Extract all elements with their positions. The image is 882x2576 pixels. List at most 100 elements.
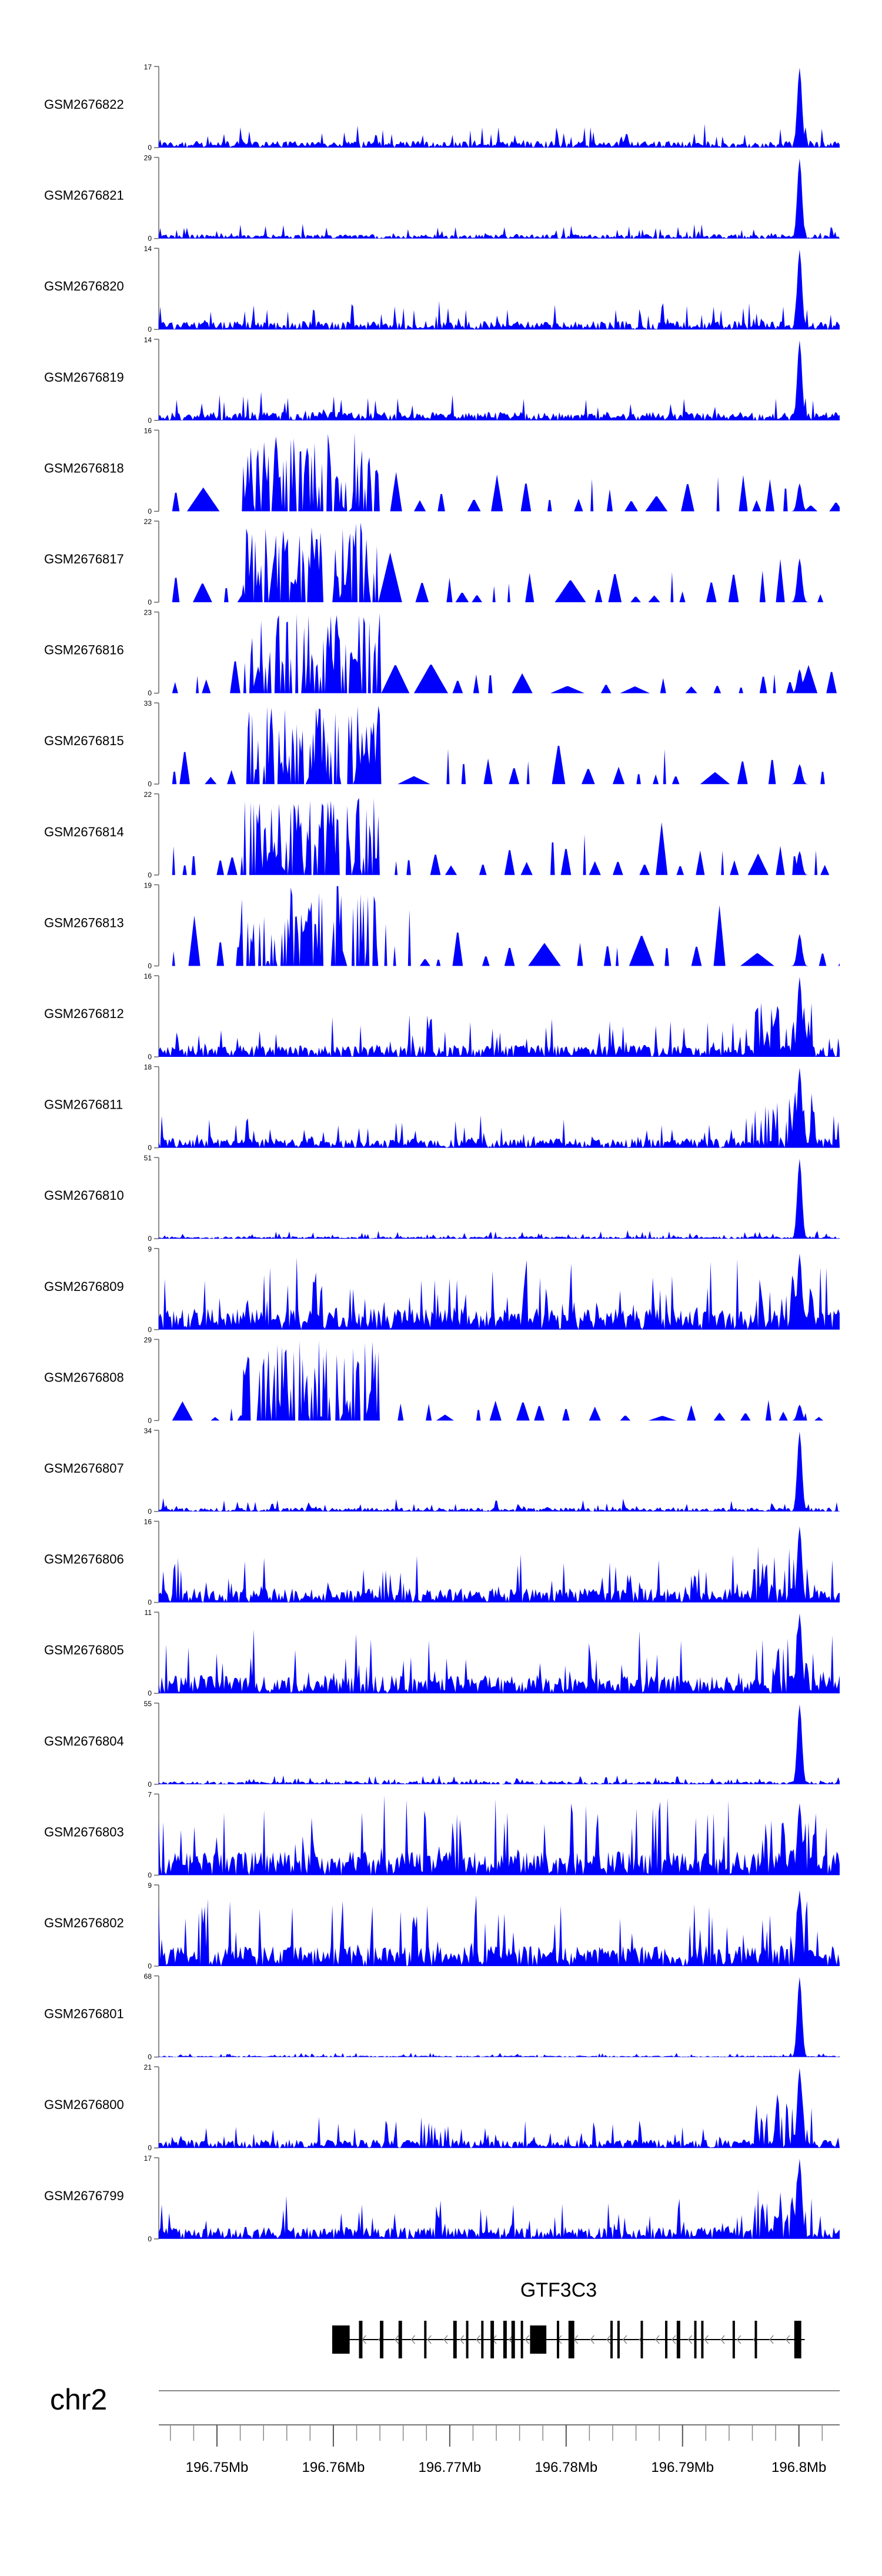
y-min-label: 0 [148, 689, 152, 698]
coverage-area [159, 2158, 840, 2239]
coverage-area [159, 1253, 840, 1330]
y-min-label: 0 [148, 1780, 152, 1788]
exon [503, 2321, 507, 2358]
y-max-label: 7 [148, 1790, 152, 1798]
exon [490, 2321, 495, 2358]
strand-arrow [785, 2335, 790, 2344]
exon [610, 2321, 613, 2358]
exon [568, 2321, 574, 2358]
exon [466, 2321, 469, 2358]
x-tick-label: 196.8Mb [771, 2460, 826, 2475]
y-min-label: 0 [148, 235, 152, 243]
track-label: GSM2676820 [44, 279, 124, 293]
y-min-label: 0 [148, 507, 152, 515]
strand-arrow [427, 2335, 432, 2344]
track-label: GSM2676807 [44, 1461, 124, 1476]
genome-axis: chr2 196.75Mb 196.76Mb 196.77Mb 196.78Mb 196… [50, 2383, 840, 2475]
track-label: GSM2676809 [44, 1279, 124, 1294]
track-label: GSM2676818 [44, 461, 124, 475]
strand-arrow [394, 2335, 399, 2344]
track-label: GSM2676803 [44, 1824, 124, 1839]
track-label: GSM2676806 [44, 1552, 124, 1567]
track-GSM2676816: GSM2676816 23 0 [44, 609, 840, 698]
exon [556, 2321, 559, 2358]
track-GSM2676803: GSM2676803 7 0 [44, 1790, 840, 1879]
coverage-area [159, 1890, 840, 1966]
track-label: GSM2676821 [44, 188, 124, 203]
track-GSM2676818: GSM2676818 16 0 [44, 426, 840, 515]
track-GSM2676820: GSM2676820 14 0 [44, 245, 840, 333]
y-min-label: 0 [148, 416, 152, 425]
gene-annotation: GTF3C3 [332, 2279, 805, 2358]
strand-arrow [687, 2335, 693, 2344]
strand-arrow [769, 2335, 774, 2344]
strand-arrow [524, 2335, 530, 2344]
exon [701, 2321, 704, 2358]
track-GSM2676812: GSM2676812 16 0 [44, 972, 840, 1061]
track-label: GSM2676808 [44, 1370, 124, 1384]
exon [530, 2325, 547, 2354]
exon [732, 2321, 735, 2358]
strand-arrow [476, 2335, 480, 2344]
coverage-area [159, 1704, 840, 1784]
exon [511, 2321, 515, 2358]
coverage-area [159, 706, 840, 785]
exon [398, 2321, 402, 2358]
x-tick-label: 196.79Mb [651, 2460, 714, 2475]
y-max-label: 9 [148, 1245, 152, 1253]
coverage-area [159, 1613, 840, 1694]
y-max-label: 21 [144, 2063, 152, 2071]
track-label: GSM2676810 [44, 1188, 124, 1203]
strand-arrow [671, 2335, 676, 2344]
exon [754, 2321, 757, 2358]
track-GSM2676807: GSM2676807 34 0 [44, 1427, 840, 1516]
track-GSM2676813: GSM2676813 19 0 [44, 881, 840, 970]
track-label: GSM2676802 [44, 1916, 124, 1930]
y-min-label: 0 [148, 1416, 152, 1424]
y-max-label: 16 [144, 972, 152, 980]
track-label: GSM2676817 [44, 552, 124, 566]
y-max-label: 17 [144, 2154, 152, 2163]
exon [617, 2321, 620, 2358]
y-min-label: 0 [148, 2144, 152, 2152]
y-max-label: 34 [144, 1427, 152, 1435]
x-axis-ticks: 196.75Mb 196.76Mb 196.77Mb 196.78Mb 196.79Mb… [170, 2425, 826, 2475]
y-max-label: 18 [144, 1063, 152, 1072]
coverage-tracks: GSM2676822170GSM2676821290GSM2676820140G… [44, 63, 840, 2243]
track-GSM2676808: GSM2676808 29 0 [44, 1336, 840, 1424]
coverage-area [159, 522, 840, 602]
coverage-area [159, 886, 840, 966]
x-tick-label: 196.76Mb [302, 2460, 365, 2475]
y-max-label: 19 [144, 881, 152, 889]
y-min-label: 0 [148, 1962, 152, 1970]
track-GSM2676815: GSM2676815 33 0 [44, 699, 840, 788]
y-min-label: 0 [148, 1507, 152, 1516]
chromosome-label: chr2 [50, 2383, 107, 2416]
coverage-area [159, 158, 840, 239]
y-max-label: 55 [144, 1700, 152, 1708]
y-max-label: 22 [144, 518, 152, 526]
coverage-area [159, 1526, 840, 1603]
coverage-area [159, 433, 840, 512]
x-tick-label: 196.78Mb [534, 2460, 597, 2475]
gene-label: GTF3C3 [520, 2279, 597, 2301]
track-label: GSM2676813 [44, 915, 124, 930]
exon [665, 2321, 668, 2358]
track-label: GSM2676814 [44, 825, 124, 839]
y-min-label: 0 [148, 1144, 152, 1152]
track-GSM2676805: GSM2676805 11 0 [44, 1609, 840, 1697]
track-GSM2676804: GSM2676804 55 0 [44, 1700, 840, 1788]
y-max-label: 9 [148, 1881, 152, 1890]
y-max-label: 29 [144, 154, 152, 162]
track-label: GSM2676812 [44, 1006, 124, 1021]
coverage-area [159, 1340, 840, 1421]
y-min-label: 0 [148, 1871, 152, 1879]
track-GSM2676819: GSM2676819 14 0 [44, 336, 840, 425]
x-tick-label: 196.77Mb [418, 2460, 481, 2475]
y-max-label: 14 [144, 336, 152, 344]
y-min-label: 0 [148, 325, 152, 333]
coverage-area [159, 613, 840, 693]
coverage-area [159, 249, 840, 330]
track-GSM2676800: GSM2676800 21 0 [44, 2063, 840, 2152]
track-label: GSM2676819 [44, 370, 124, 385]
